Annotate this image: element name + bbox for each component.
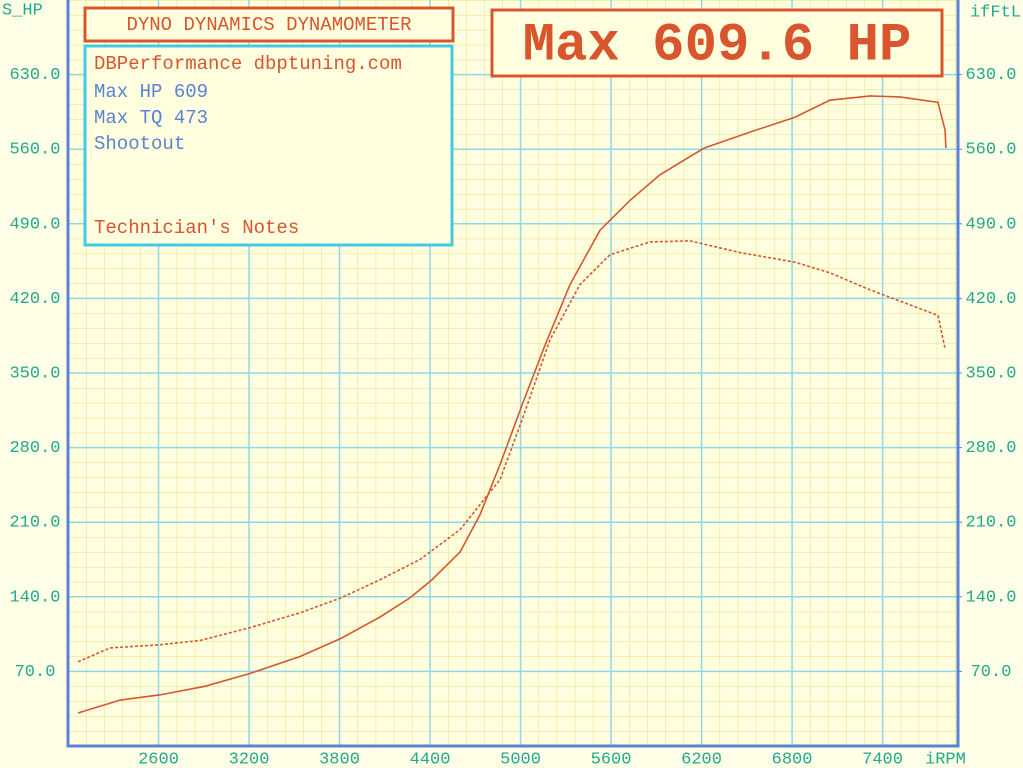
y-tick-label: 70.0 bbox=[15, 663, 56, 682]
title-box bbox=[83, 6, 455, 43]
y-tick-label: 490.0 bbox=[9, 215, 60, 234]
y-tick-label: 140.0 bbox=[9, 588, 60, 607]
max-hp-annotation: Max 609.6 HP bbox=[523, 15, 912, 76]
y2-tick-label: 560.0 bbox=[965, 141, 1016, 160]
chart-title: DYNO DYNAMICS DYNAMOMETER bbox=[126, 14, 411, 36]
y-tick-label: 420.0 bbox=[9, 290, 60, 309]
y2-tick-label: 70.0 bbox=[971, 663, 1012, 682]
x-tick-label: 3800 bbox=[319, 750, 360, 768]
y-tick-label: 210.0 bbox=[9, 514, 60, 533]
y2-tick-label: 140.0 bbox=[965, 588, 1016, 607]
info-line: Max HP 609 bbox=[94, 81, 208, 103]
x-tick-label: 3200 bbox=[229, 750, 270, 768]
series-line bbox=[77, 95, 947, 714]
info-line: DBPerformance dbptuning.com bbox=[94, 53, 402, 75]
y-tick-label: 280.0 bbox=[9, 439, 60, 458]
y2-axis-label: ifFtL bbox=[970, 3, 1021, 22]
plot-frame bbox=[66, 0, 960, 748]
y2-tick-label: 280.0 bbox=[965, 439, 1016, 458]
max-box bbox=[490, 8, 944, 78]
info-line: Shootout bbox=[94, 133, 185, 155]
x-tick-label: 5000 bbox=[500, 750, 541, 768]
info-line: Max TQ 473 bbox=[94, 107, 208, 129]
x-tick-label: 7400 bbox=[862, 750, 903, 768]
info-box bbox=[83, 44, 454, 247]
x-tick-label: 5600 bbox=[591, 750, 632, 768]
x-tick-label: 4400 bbox=[410, 750, 451, 768]
x-tick-label: 6200 bbox=[681, 750, 722, 768]
y2-tick-label: 490.0 bbox=[965, 215, 1016, 234]
y-axis-label: S_HP bbox=[2, 1, 43, 20]
y2-tick-label: 350.0 bbox=[965, 364, 1016, 383]
info-line: Technician's Notes bbox=[94, 217, 299, 239]
series-line bbox=[77, 240, 946, 663]
y-tick-label: 350.0 bbox=[9, 364, 60, 383]
x-tick-label: 6800 bbox=[772, 750, 813, 768]
y2-tick-label: 420.0 bbox=[965, 290, 1016, 309]
x-tick-label: 2600 bbox=[138, 750, 179, 768]
y-tick-label: 630.0 bbox=[9, 66, 60, 85]
x-axis-label: iRPM bbox=[925, 750, 966, 768]
y2-tick-label: 630.0 bbox=[965, 66, 1016, 85]
y-tick-label: 560.0 bbox=[9, 141, 60, 160]
y2-tick-label: 210.0 bbox=[965, 514, 1016, 533]
